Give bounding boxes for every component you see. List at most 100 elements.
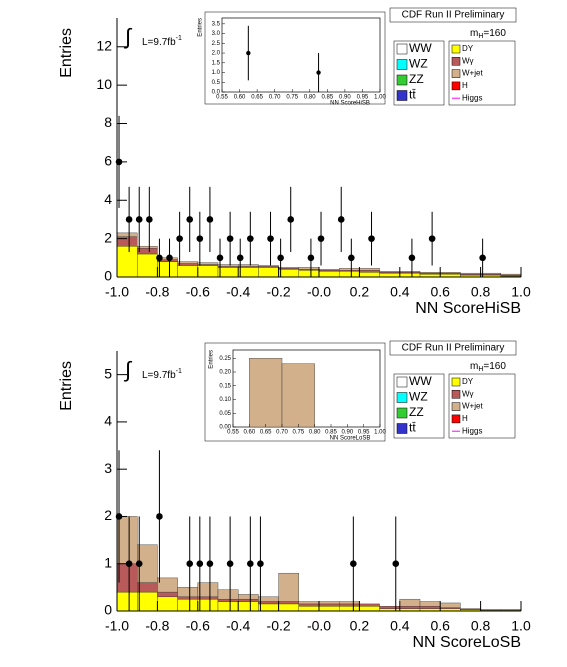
y-tick-label: 2.5 bbox=[212, 41, 221, 47]
data-point bbox=[257, 560, 264, 568]
legend-label: WW bbox=[409, 41, 432, 55]
data-point bbox=[206, 560, 214, 568]
mass-label-sub: H bbox=[478, 33, 483, 40]
legend-label: DY bbox=[462, 377, 474, 386]
histogram-bar bbox=[379, 606, 401, 609]
histogram-bar bbox=[237, 598, 259, 602]
x-tick-label: 0.85 bbox=[321, 95, 333, 101]
legend-label: Higgs bbox=[462, 93, 482, 102]
histogram-bar bbox=[136, 591, 158, 612]
x-tick-label: 0.90 bbox=[339, 95, 351, 101]
histogram-bar bbox=[249, 358, 283, 428]
x-tick-label: 1.00 bbox=[374, 95, 386, 101]
y-tick-label: 12 bbox=[96, 37, 112, 53]
lumi-integral: ∫ bbox=[123, 357, 133, 382]
data-point bbox=[226, 235, 234, 242]
x-tick-label: 0.75 bbox=[286, 95, 298, 101]
y-tick-label: 1 bbox=[104, 554, 112, 570]
histogram-bar bbox=[136, 246, 158, 249]
histogram-bar bbox=[460, 608, 481, 610]
data-point bbox=[236, 254, 244, 262]
data-point bbox=[176, 235, 183, 242]
y-tick-label: 0.10 bbox=[219, 397, 231, 403]
histogram-bar bbox=[298, 270, 320, 278]
mass-label-part: m bbox=[470, 28, 478, 39]
histogram-bar bbox=[419, 272, 441, 274]
legend-swatch bbox=[396, 392, 408, 403]
chart-title: CDF Run II Preliminary bbox=[402, 343, 505, 354]
histogram-bar bbox=[258, 267, 279, 278]
data-point bbox=[277, 254, 284, 262]
histogram-bar bbox=[278, 601, 300, 605]
legend-label: tt̄ bbox=[409, 88, 416, 102]
histogram-bar bbox=[339, 603, 360, 607]
y-tick-label: 0.15 bbox=[219, 383, 231, 389]
histogram-bar bbox=[116, 232, 138, 237]
histogram-bar bbox=[237, 601, 259, 612]
x-tick-label: -1.0 bbox=[105, 618, 129, 634]
y-tick-label: 0.00 bbox=[219, 425, 231, 431]
data-point bbox=[408, 254, 416, 262]
y-tick-label: 3.0 bbox=[212, 31, 221, 37]
x-tick-label: 0.55 bbox=[216, 95, 228, 101]
histogram-bar bbox=[359, 268, 380, 271]
y-tick-label: 6 bbox=[104, 153, 112, 169]
x-tick-label: 0.60 bbox=[243, 430, 255, 436]
y-axis-label: Entries bbox=[58, 361, 75, 411]
histogram-bar bbox=[339, 268, 360, 271]
legend-swatch bbox=[451, 414, 461, 424]
y-axis-label: Entries bbox=[58, 28, 75, 78]
histogram-bar bbox=[281, 363, 315, 428]
y-tick-label: 1.5 bbox=[212, 60, 221, 66]
data-point bbox=[287, 216, 295, 223]
legend-label: Higgs bbox=[462, 426, 482, 435]
histogram-bar bbox=[157, 261, 178, 278]
data-point bbox=[125, 216, 133, 223]
lumi-part: L=9.7fb bbox=[142, 37, 176, 48]
histogram-bar bbox=[278, 269, 300, 278]
x-tick-label: -0.2 bbox=[267, 284, 291, 300]
histogram-bar bbox=[379, 271, 401, 273]
histogram-bar bbox=[217, 267, 239, 278]
title-box bbox=[389, 7, 517, 23]
x-tick-label: 0.65 bbox=[251, 95, 263, 101]
legend-label: WZ bbox=[409, 390, 428, 404]
data-point bbox=[317, 235, 325, 242]
histogram-bar bbox=[177, 596, 199, 600]
legend-label: W+jet bbox=[462, 402, 483, 411]
histogram-bar bbox=[298, 603, 320, 607]
histogram-bar bbox=[399, 272, 421, 278]
legend-swatch bbox=[396, 407, 408, 419]
histogram-bar bbox=[217, 589, 239, 600]
y-tick-label: 2 bbox=[104, 507, 112, 523]
histogram-bar bbox=[197, 582, 219, 598]
histogram-bar bbox=[399, 598, 421, 607]
histogram-bar bbox=[339, 606, 360, 612]
histogram-bar bbox=[318, 269, 340, 271]
y-tick-label: 0 bbox=[104, 268, 112, 284]
x-tick-label: 0.85 bbox=[325, 430, 337, 436]
mass-label-sub: H bbox=[478, 366, 483, 373]
legend-label: WW bbox=[409, 374, 432, 388]
legend-swatch bbox=[451, 377, 461, 387]
x-tick-label: 0.95 bbox=[357, 95, 369, 101]
histogram-bar bbox=[217, 598, 239, 602]
histogram-bar bbox=[197, 262, 219, 265]
data-point bbox=[166, 254, 173, 262]
y-tick-label: 2 bbox=[104, 229, 112, 245]
histogram-bar bbox=[440, 602, 461, 608]
legend-label: H bbox=[462, 414, 468, 423]
histogram-bar bbox=[258, 596, 279, 602]
x-tick-label: -1.0 bbox=[105, 284, 129, 300]
x-tick-label: -0.2 bbox=[267, 618, 291, 634]
legend-swatch bbox=[396, 59, 408, 70]
chart-title: CDF Run II Preliminary bbox=[402, 10, 505, 21]
histogram-bar bbox=[157, 596, 178, 612]
x-tick-label: -0.0 bbox=[307, 284, 331, 300]
y-tick-label: 0.0 bbox=[212, 90, 221, 96]
legend-swatch bbox=[396, 376, 408, 388]
legend-swatch bbox=[396, 74, 408, 86]
data-point bbox=[316, 70, 321, 75]
histogram-bar bbox=[339, 601, 360, 605]
